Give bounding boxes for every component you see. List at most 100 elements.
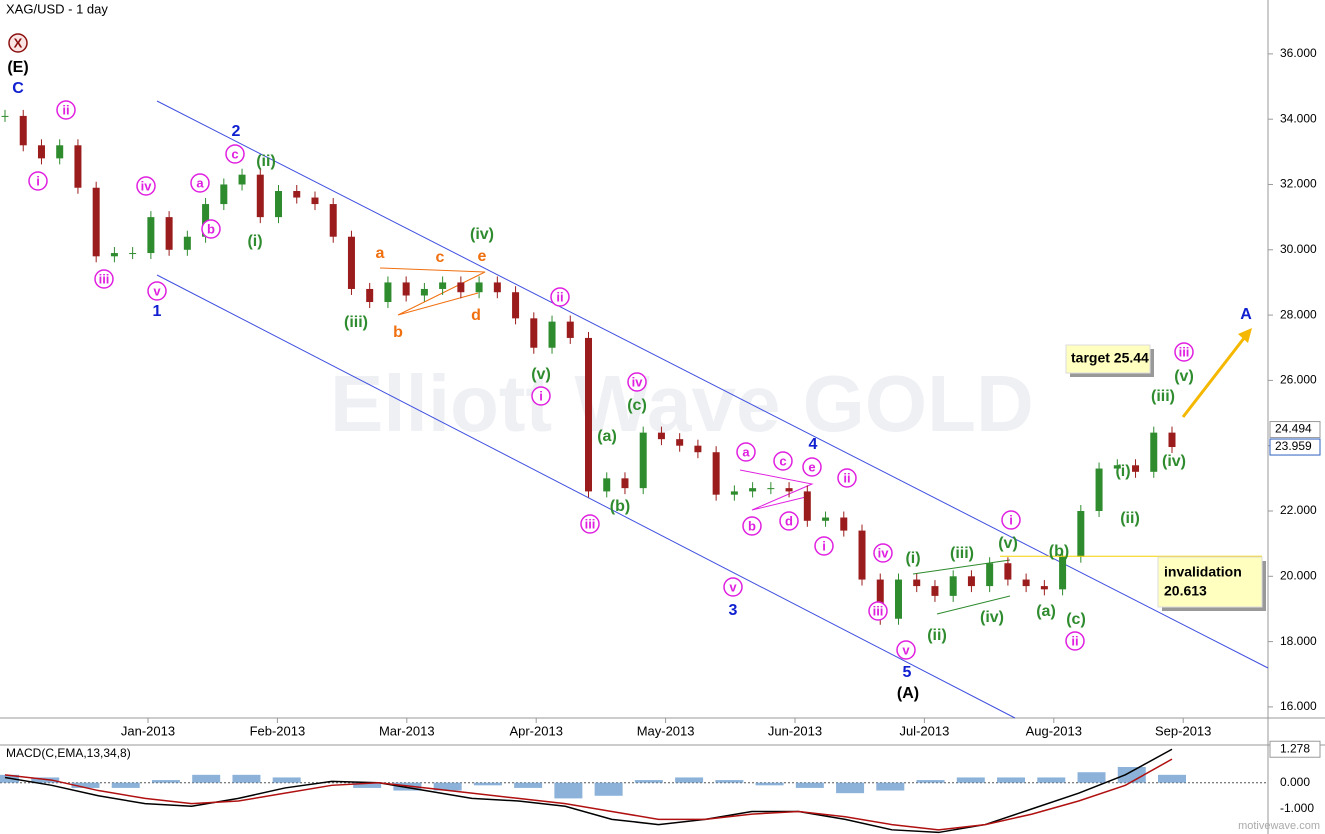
y-tick-label: 30.000 xyxy=(1280,242,1317,256)
wave-label: (i) xyxy=(247,233,262,250)
candle-body xyxy=(822,517,830,521)
wave-circle xyxy=(190,173,210,193)
candle-body xyxy=(840,517,848,531)
histogram-bar xyxy=(715,780,744,783)
candle-body xyxy=(1059,556,1067,590)
histogram-bar xyxy=(755,782,784,786)
x-tick-label: Jan-2013 xyxy=(121,723,175,738)
candle-body xyxy=(876,579,884,619)
candle-body xyxy=(183,236,191,250)
wave-label: (iv) xyxy=(470,226,494,243)
candle-body xyxy=(311,197,319,205)
candle-body xyxy=(676,439,684,446)
y-tick-label: 28.000 xyxy=(1280,307,1317,321)
histogram-bar xyxy=(836,782,865,794)
x-tick-label: Jul-2013 xyxy=(899,723,949,738)
callout xyxy=(1065,344,1151,374)
candle-body xyxy=(1077,510,1085,557)
wave-label: (iii) xyxy=(1151,388,1175,405)
wave-label: c xyxy=(779,453,786,468)
wave-label: 1 xyxy=(153,303,162,320)
wave-label: 5 xyxy=(903,664,912,681)
histogram-bar xyxy=(916,780,945,783)
wave-label: i xyxy=(1009,512,1013,527)
candle-body xyxy=(238,174,246,185)
callout-text: target 25.44 xyxy=(1071,350,1149,366)
candle-body xyxy=(384,282,392,303)
wave-circle xyxy=(1001,510,1021,530)
wave-label: b xyxy=(207,221,215,236)
candle-body xyxy=(894,579,902,619)
candle-body xyxy=(657,432,665,440)
wave-label: (i) xyxy=(905,550,920,567)
wave-circle xyxy=(1174,342,1194,362)
wave-label: 4 xyxy=(809,436,818,453)
candle-body xyxy=(256,174,264,218)
x-tick-label: Feb-2013 xyxy=(250,723,306,738)
wave-label: (b) xyxy=(1049,543,1069,560)
trend-line xyxy=(936,595,1011,615)
y-tick-label: 32.000 xyxy=(1280,177,1317,191)
callout-text: invalidation xyxy=(1164,564,1242,580)
histogram-bar xyxy=(514,782,543,788)
candle-body xyxy=(56,145,64,159)
wave-label: iv xyxy=(878,545,890,560)
histogram-bar xyxy=(1158,774,1186,783)
y-tick-label: 36.000 xyxy=(1280,46,1317,60)
wave-label: ii xyxy=(843,470,850,485)
candle-body xyxy=(585,337,592,492)
y-tick-label: 20.000 xyxy=(1280,568,1317,582)
wave-label: X xyxy=(14,35,23,50)
candle-body xyxy=(347,236,355,289)
histogram-bar xyxy=(71,782,100,788)
wave-circle xyxy=(225,144,245,164)
x-tick-label: Aug-2013 xyxy=(1026,723,1082,738)
candle-body xyxy=(110,253,118,257)
y-tick-label: 0.000 xyxy=(1280,775,1310,789)
histogram-bar xyxy=(353,782,382,788)
candle-body xyxy=(402,282,410,296)
wave-circle xyxy=(8,33,28,53)
wave-label: c xyxy=(231,146,238,161)
histogram-bar xyxy=(1037,777,1066,783)
histogram-bar xyxy=(473,782,502,786)
source: motivewave.com xyxy=(1238,820,1320,832)
candle-body xyxy=(275,191,283,218)
candle-body xyxy=(493,282,501,293)
wave-label: a xyxy=(196,175,204,190)
candle-body xyxy=(420,288,428,296)
wave-label: i xyxy=(822,538,826,553)
wave-label: iii xyxy=(873,603,884,618)
histogram-bar xyxy=(151,780,180,783)
wave-label: (a) xyxy=(1036,603,1056,620)
y-tick-label: -1.000 xyxy=(1280,801,1314,815)
wave-label: v xyxy=(902,642,910,657)
candle-body xyxy=(931,586,939,596)
histogram-bar xyxy=(876,782,905,791)
candle-body xyxy=(548,321,556,348)
wave-circle xyxy=(896,640,916,660)
wave-label: (iii) xyxy=(950,545,974,562)
wave-label: (v) xyxy=(1174,368,1194,385)
wave-label: (c) xyxy=(627,397,647,414)
histogram-bar xyxy=(232,774,261,783)
wave-circle xyxy=(1065,631,1085,651)
candle-body xyxy=(202,204,210,237)
triangle-line xyxy=(739,469,814,511)
candle-body xyxy=(530,318,538,348)
wave-label: ii xyxy=(556,289,563,304)
candle-body xyxy=(767,488,775,490)
candle-body xyxy=(986,563,994,587)
candle-body xyxy=(475,282,483,293)
candle-body xyxy=(439,282,447,289)
trend-line xyxy=(912,559,1011,575)
wave-label: 2 xyxy=(232,123,241,140)
wave-circle xyxy=(802,457,822,477)
wave-label: (A) xyxy=(897,685,919,702)
wave-circle xyxy=(837,468,857,488)
histogram-bar xyxy=(997,777,1026,783)
price-marker-box xyxy=(1269,438,1321,456)
wave-label: v xyxy=(153,283,161,298)
wave-label: A xyxy=(1240,306,1252,323)
price-marker: 1.278 xyxy=(1280,741,1310,755)
